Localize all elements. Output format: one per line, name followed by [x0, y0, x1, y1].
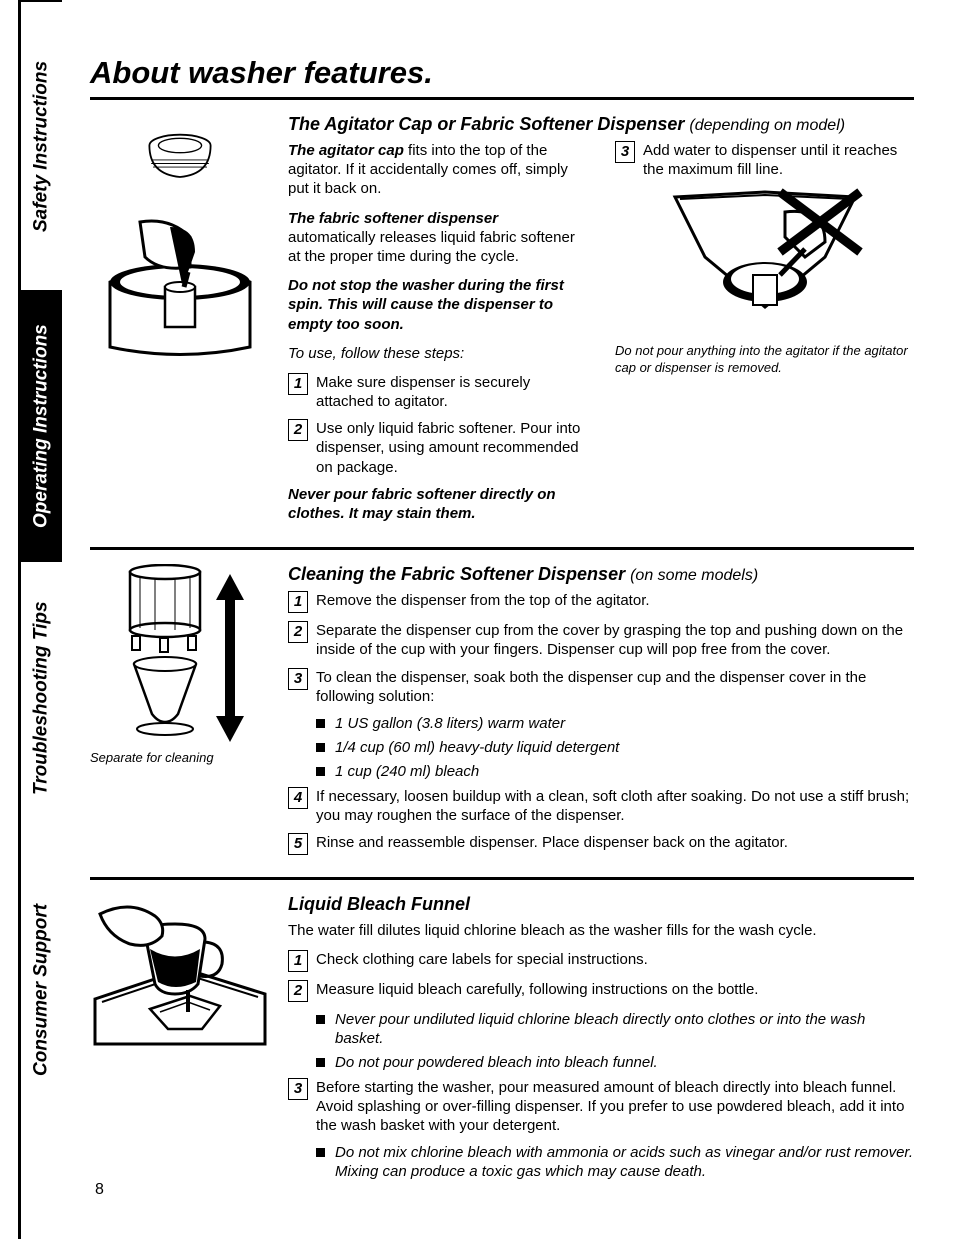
tab-troubleshooting[interactable]: Troubleshooting Tips	[21, 560, 62, 835]
bullet-icon	[316, 1148, 325, 1157]
step-1: 1 Make sure dispenser is securely attache…	[288, 373, 587, 411]
clean-step-1: 1 Remove the dispenser from the top of th…	[288, 591, 914, 613]
step-3: 3 Add water to dispenser until it reaches…	[615, 141, 914, 179]
bleach-step-1: 1 Check clothing care labels for special …	[288, 950, 914, 972]
step-text: Make sure dispenser is securely attached…	[316, 373, 587, 411]
bleach-intro: The water fill dilutes liquid chlorine b…	[288, 921, 914, 940]
bullet: Never pour undiluted liquid chlorine ble…	[316, 1010, 914, 1048]
do-not-pour-icon	[660, 187, 870, 337]
section-agitator: The Agitator Cap or Fabric Softener Disp…	[90, 114, 914, 533]
step-2: 2 Use only liquid fabric softener. Pour i…	[288, 419, 587, 477]
p2-rest: automatically releases liquid fabric sof…	[288, 229, 575, 265]
tab-safety[interactable]: Safety Instructions	[21, 0, 62, 290]
title-rule	[90, 97, 914, 100]
step-num: 1	[288, 591, 308, 613]
side-tabs: Safety Instructions Operating Instructio…	[18, 0, 62, 1239]
bleach-illustration	[90, 894, 270, 1187]
section-heading-agitator: The Agitator Cap or Fabric Softener Disp…	[288, 114, 914, 135]
page-number: 8	[95, 1181, 104, 1199]
step-text: If necessary, loosen buildup with a clea…	[316, 787, 914, 825]
step-text: To clean the dispenser, soak both the di…	[316, 668, 914, 706]
heading-text: Cleaning the Fabric Softener Dispenser	[288, 564, 625, 584]
bullet-icon	[316, 719, 325, 728]
section-rule	[90, 877, 914, 880]
step-num: 2	[288, 419, 308, 441]
step-text: Use only liquid fabric softener. Pour in…	[316, 419, 587, 477]
bullet-text: 1/4 cup (60 ml) heavy-duty liquid deterg…	[335, 738, 619, 757]
section-bleach: Liquid Bleach Funnel The water fill dilu…	[90, 894, 914, 1187]
bullet-text: Never pour undiluted liquid chlorine ble…	[335, 1010, 914, 1048]
bullet-text: Do not mix chlorine bleach with ammonia …	[335, 1143, 914, 1181]
step-num: 1	[288, 373, 308, 395]
section-heading-cleaning: Cleaning the Fabric Softener Dispenser (…	[288, 564, 914, 585]
bullet-text: Do not pour powdered bleach into bleach …	[335, 1053, 658, 1072]
step-text: Before starting the washer, pour measure…	[316, 1078, 914, 1136]
step-text: Remove the dispenser from the top of the…	[316, 591, 650, 613]
bullet-icon	[316, 1058, 325, 1067]
step-num: 3	[288, 1078, 308, 1100]
section-heading-bleach: Liquid Bleach Funnel	[288, 894, 914, 915]
section-cleaning: Separate for cleaning Cleaning the Fabri…	[90, 564, 914, 863]
bullet-text: 1 cup (240 ml) bleach	[335, 762, 479, 781]
cleaning-caption: Separate for cleaning	[90, 750, 270, 766]
heading-text: Liquid Bleach Funnel	[288, 894, 470, 914]
p2-lead: The fabric softener dispenser	[288, 210, 498, 227]
separate-cleaning-icon	[100, 564, 260, 744]
clean-step-5: 5 Rinse and reassemble dispenser. Place d…	[288, 833, 914, 855]
page-title: About washer features.	[90, 55, 914, 91]
p2: The fabric softener dispenser automatica…	[288, 209, 587, 267]
bullet: Do not pour powdered bleach into bleach …	[316, 1053, 914, 1072]
clean-step-2: 2 Separate the dispenser cup from the cov…	[288, 621, 914, 659]
heading-sub: (depending on model)	[689, 117, 845, 134]
step-num: 3	[615, 141, 635, 163]
step-text: Measure liquid bleach carefully, followi…	[316, 980, 758, 1002]
step-text: Separate the dispenser cup from the cove…	[316, 621, 914, 659]
step-text: Rinse and reassemble dispenser. Place di…	[316, 833, 788, 855]
p1: The agitator cap fits into the top of th…	[288, 141, 587, 199]
heading-text: The Agitator Cap or Fabric Softener Disp…	[288, 114, 684, 134]
step-num: 1	[288, 950, 308, 972]
main-content: About washer features.	[62, 0, 954, 1239]
heading-sub: (on some models)	[630, 567, 758, 584]
bullet-icon	[316, 1015, 325, 1024]
bullet: 1 cup (240 ml) bleach	[316, 762, 914, 781]
bullet: Do not mix chlorine bleach with ammonia …	[316, 1143, 914, 1181]
p1-lead: The agitator cap	[288, 142, 404, 159]
step-text: Add water to dispenser until it reaches …	[643, 141, 914, 179]
bleach-step-3: 3 Before starting the washer, pour measur…	[288, 1078, 914, 1136]
bullet-text: 1 US gallon (3.8 liters) warm water	[335, 714, 565, 733]
clean-step-3: 3 To clean the dispenser, soak both the d…	[288, 668, 914, 706]
tab-operating[interactable]: Operating Instructions	[21, 290, 62, 560]
bleach-funnel-icon	[90, 894, 270, 1054]
bullet-icon	[316, 767, 325, 776]
step-num: 5	[288, 833, 308, 855]
bleach-step-2: 2 Measure liquid bleach carefully, follow…	[288, 980, 914, 1002]
bullet: 1/4 cup (60 ml) heavy-duty liquid deterg…	[316, 738, 914, 757]
tab-consumer[interactable]: Consumer Support	[21, 835, 62, 1145]
col-right: 3 Add water to dispenser until it reaches…	[615, 141, 914, 533]
cleaning-illustration: Separate for cleaning	[90, 564, 270, 863]
p5: Never pour fabric softener directly on c…	[288, 485, 587, 523]
step-num: 3	[288, 668, 308, 690]
col-left: The agitator cap fits into the top of th…	[288, 141, 587, 533]
agitator-illustrations	[90, 114, 270, 533]
p4: To use, follow these steps:	[288, 344, 587, 363]
bullet-icon	[316, 743, 325, 752]
section-rule	[90, 547, 914, 550]
pouring-dispenser-icon	[95, 212, 265, 362]
step-num: 2	[288, 980, 308, 1002]
p3: Do not stop the washer during the first …	[288, 276, 587, 334]
step-num: 4	[288, 787, 308, 809]
bullet: 1 US gallon (3.8 liters) warm water	[316, 714, 914, 733]
right-caption: Do not pour anything into the agitator i…	[615, 343, 914, 376]
step-num: 2	[288, 621, 308, 643]
step-text: Check clothing care labels for special i…	[316, 950, 648, 972]
clean-step-4: 4 If necessary, loosen buildup with a cle…	[288, 787, 914, 825]
cap-icon	[135, 124, 225, 194]
